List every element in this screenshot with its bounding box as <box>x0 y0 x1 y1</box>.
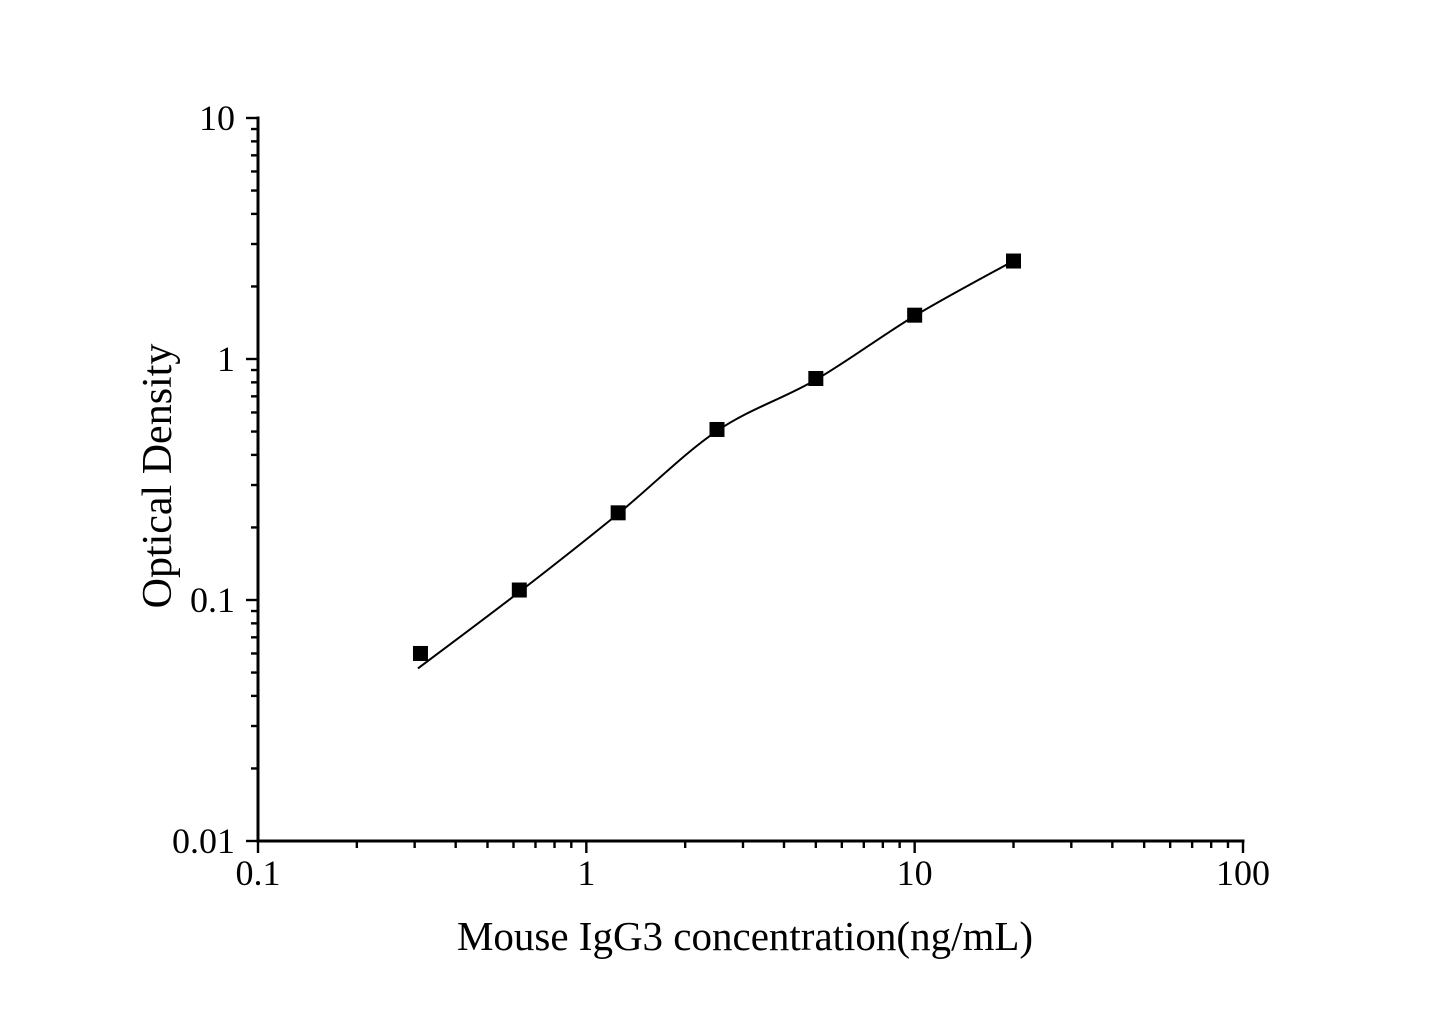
standard-points <box>412 253 1022 661</box>
y-tick-label: 0.01 <box>172 821 235 861</box>
y-tick-label: 10 <box>199 98 235 138</box>
x-axis-title: Mouse IgG3 concentration(ng/mL) <box>456 913 1034 959</box>
fitted-curve <box>417 259 1014 670</box>
y-axis-title: Optical Density <box>135 343 181 609</box>
y-tick-label: 1 <box>217 339 235 379</box>
axis-spines <box>256 116 1245 843</box>
x-tick-label: 0.1 <box>236 853 281 893</box>
data-point-marker <box>412 645 428 661</box>
axes <box>256 116 1245 843</box>
x-tick-label: 1 <box>577 853 595 893</box>
y-tick-label: 0.1 <box>190 580 235 620</box>
tick-marks <box>246 116 1245 853</box>
x-tick-label: 10 <box>897 853 933 893</box>
x-tick-label: 100 <box>1216 853 1270 893</box>
